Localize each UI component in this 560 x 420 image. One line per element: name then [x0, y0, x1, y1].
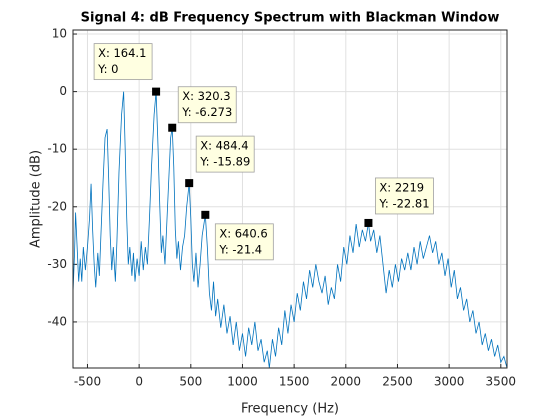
- datatip-y: Y: 0: [97, 62, 118, 76]
- x-tick-label: 2000: [331, 375, 362, 389]
- y-tick-label: -30: [47, 257, 67, 271]
- spectrum-line: [73, 91, 507, 368]
- datatip-box: [93, 43, 153, 81]
- x-tick-label: 1000: [227, 375, 258, 389]
- datatip-x: X: 2219: [379, 180, 424, 194]
- datatip-marker: [152, 87, 161, 96]
- y-tick-label: 10: [52, 27, 67, 41]
- y-axis-label: Amplitude (dB): [29, 150, 44, 248]
- datatip-marker: [185, 179, 194, 188]
- x-tick-label: -500: [74, 375, 101, 389]
- datatip-y: Y: -6.273: [181, 105, 232, 119]
- y-tick-label: -20: [47, 199, 67, 213]
- datatip-x: X: 320.3: [182, 89, 230, 103]
- datatip-x: X: 484.4: [200, 139, 248, 153]
- x-tick-label: 3500: [486, 375, 517, 389]
- y-tick-label: 0: [59, 84, 67, 98]
- datatip-box: [375, 177, 434, 215]
- datatip-box: [177, 86, 237, 124]
- y-tick-label: -10: [47, 142, 67, 156]
- x-tick-label: 0: [135, 375, 143, 389]
- x-tick-label: 1500: [279, 375, 310, 389]
- datatip-box: [195, 135, 255, 173]
- datatip-box: [214, 223, 274, 261]
- datatip-y: Y: -21.4: [218, 242, 262, 256]
- axes-box: [72, 29, 508, 369]
- x-tick-label: 500: [179, 375, 202, 389]
- datatip-marker: [364, 218, 373, 227]
- y-tick-label: -40: [47, 314, 67, 328]
- datatip-x: X: 640.6: [219, 226, 267, 240]
- datatip-y: Y: -15.89: [199, 155, 250, 169]
- datatip-x: X: 164.1: [98, 46, 146, 60]
- datatip-marker: [168, 123, 177, 132]
- chart-title: Signal 4: dB Frequency Spectrum with Bla…: [81, 11, 500, 26]
- datatip-marker: [201, 210, 210, 219]
- datatip-y: Y: -22.81: [378, 196, 429, 210]
- x-tick-label: 3000: [434, 375, 465, 389]
- x-axis-label: Frequency (Hz): [241, 402, 339, 417]
- x-tick-label: 2500: [382, 375, 413, 389]
